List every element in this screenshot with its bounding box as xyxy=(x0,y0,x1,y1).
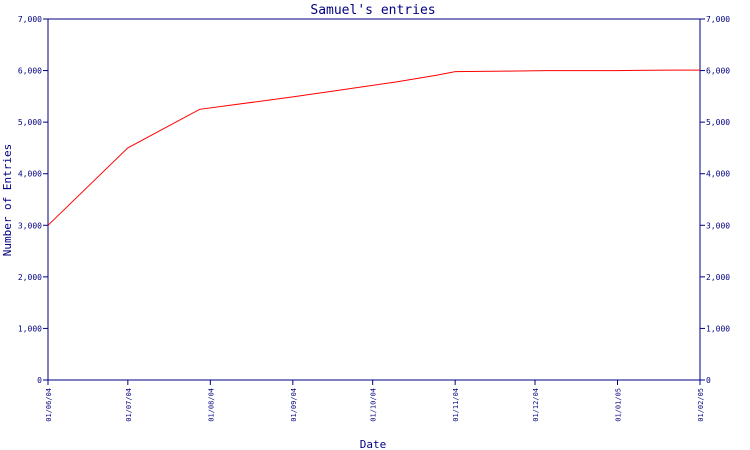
chart-title: Samuel's entries xyxy=(310,3,435,18)
y-tick-label-right: 4,000 xyxy=(706,170,730,179)
x-tick-label: 01/08/04 xyxy=(207,388,215,422)
y-tick-label-left: 4,000 xyxy=(18,170,42,179)
x-tick-label: 01/12/04 xyxy=(532,388,540,422)
y-tick-label-left: 2,000 xyxy=(18,273,42,282)
x-tick-label: 01/07/04 xyxy=(125,388,133,422)
y-tick-label-left: 5,000 xyxy=(18,118,42,127)
y-tick-label-right: 0 xyxy=(706,376,711,385)
series-line xyxy=(47,69,700,226)
x-tick-label: 01/02/05 xyxy=(697,388,705,422)
y-tick-label-right: 1,000 xyxy=(706,324,730,333)
y-tick-label-right: 5,000 xyxy=(706,118,730,127)
x-tick-label: 01/09/04 xyxy=(290,388,298,422)
y-tick-label-left: 1,000 xyxy=(18,324,42,333)
series-layer xyxy=(47,69,700,226)
y-tick-label-right: 3,000 xyxy=(706,221,730,230)
plot-frame xyxy=(47,18,701,381)
y-tick-label-left: 7,000 xyxy=(18,15,42,24)
x-tick-label: 01/11/04 xyxy=(452,388,460,422)
y-tick-label-right: 2,000 xyxy=(706,273,730,282)
y-tick-label-left: 0 xyxy=(37,376,42,385)
x-tick-label: 01/06/04 xyxy=(45,388,53,422)
y-tick-label-left: 3,000 xyxy=(18,221,42,230)
y-tick-label-left: 6,000 xyxy=(18,67,42,76)
y-axis-label: Number of Entries xyxy=(1,144,14,257)
x-axis-label: Date xyxy=(360,438,387,450)
y-tick-label-right: 7,000 xyxy=(706,15,730,24)
x-tick-label: 01/01/05 xyxy=(615,388,623,422)
axis-ticks: 0 0 1,000 1,000 2,000 2,000 3,000 3,000 4,000 4,0… xyxy=(18,15,730,422)
y-tick-label-right: 6,000 xyxy=(706,67,730,76)
x-tick-label: 01/10/04 xyxy=(370,388,378,422)
